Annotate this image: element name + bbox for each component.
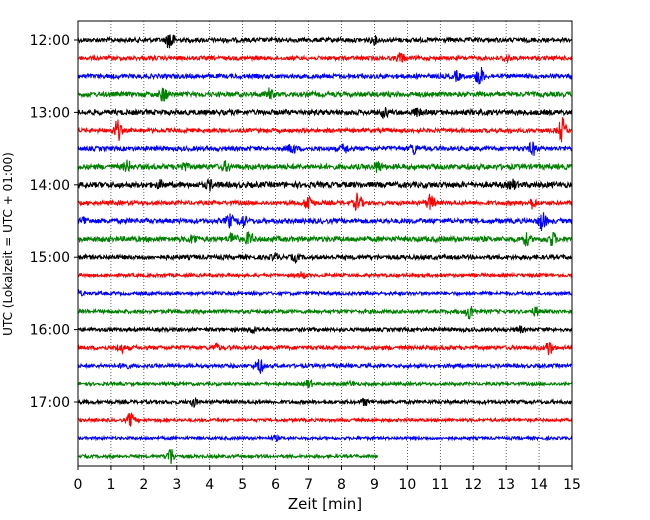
seismic-trace-1245	[77, 87, 573, 102]
plot-frame	[77, 20, 573, 467]
x-tick-label: 14	[530, 477, 548, 493]
x-tick-label: 11	[431, 477, 449, 493]
y-axis-title: UTC (Lokalzeit = UTC + 01:00)	[1, 152, 15, 336]
seismic-trace-1230	[77, 66, 573, 85]
y-tick-label: 17:00	[30, 395, 70, 411]
seismic-trace-1700	[77, 396, 573, 408]
x-tick-label: 3	[172, 477, 181, 493]
seismic-trace-1615	[77, 342, 573, 356]
seismic-trace-1315	[77, 117, 573, 143]
seismic-trace-1730	[77, 433, 573, 443]
seismic-trace-1645	[77, 379, 573, 389]
x-tick-label: 10	[398, 477, 416, 493]
x-tick-label: 4	[205, 477, 214, 493]
seismic-trace-1500	[77, 252, 573, 265]
seismic-trace-1545	[78, 306, 573, 320]
seismic-trace-1745	[77, 448, 379, 465]
seismic-trace-1200	[77, 34, 573, 49]
plot-area	[78, 21, 572, 466]
seismic-trace-1300	[77, 106, 573, 120]
y-tick-label: 15:00	[30, 250, 70, 266]
seismic-trace-1400	[77, 177, 573, 192]
trace-group	[77, 34, 573, 465]
y-tick-label: 13:00	[30, 105, 70, 121]
seismic-trace-1630	[77, 359, 573, 374]
grid-lines	[110, 21, 540, 466]
x-axis-ticks: 0 1 2 3 4 5 6 7 8 9 10 11 12 13 14 15	[74, 466, 581, 493]
seismic-trace-1345	[77, 159, 573, 173]
x-tick-label: 9	[370, 477, 379, 493]
seismic-trace-1415	[77, 192, 573, 212]
x-tick-label: 1	[106, 477, 115, 493]
y-tick-label: 12:00	[30, 33, 70, 49]
x-tick-label: 0	[74, 477, 83, 493]
seismic-trace-1215	[77, 52, 573, 64]
x-tick-label: 5	[238, 477, 247, 493]
seismic-trace-1445	[77, 231, 573, 247]
seismic-trace-1330	[77, 141, 573, 156]
x-tick-label: 6	[271, 477, 280, 493]
x-tick-label: 12	[464, 477, 482, 493]
x-tick-label: 15	[563, 477, 581, 493]
x-tick-label: 8	[337, 477, 346, 493]
seismic-trace-1515	[77, 271, 573, 280]
x-tick-label: 13	[497, 477, 515, 493]
x-tick-label: 7	[304, 477, 313, 493]
y-tick-label: 16:00	[30, 323, 70, 339]
y-tick-label: 14:00	[30, 178, 70, 194]
x-axis-title: Zeit [min]	[288, 495, 362, 513]
y-axis-ticks: 12:00 13:00 14:00 15:00 16:00 17:00	[30, 33, 78, 411]
seismic-trace-1530	[77, 289, 573, 298]
seismic-trace-1430	[77, 212, 573, 232]
seismic-trace-1715	[77, 412, 573, 427]
x-tick-label: 2	[139, 477, 148, 493]
seismic-trace-1600	[77, 325, 573, 335]
